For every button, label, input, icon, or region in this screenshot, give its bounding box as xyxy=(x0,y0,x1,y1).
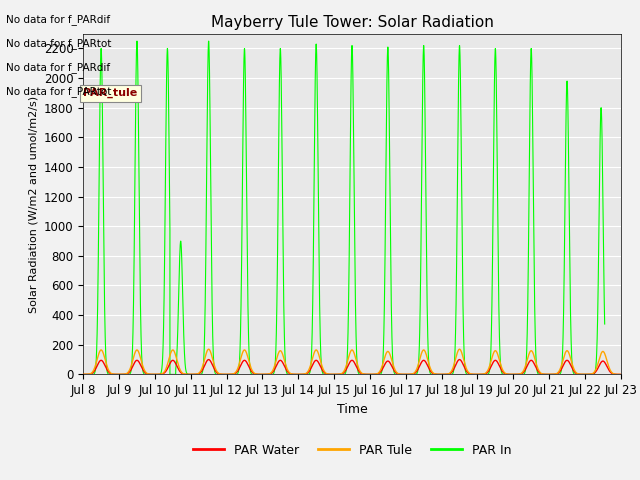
Title: Mayberry Tule Tower: Solar Radiation: Mayberry Tule Tower: Solar Radiation xyxy=(211,15,493,30)
Y-axis label: Solar Radiation (W/m2 and umol/m2/s): Solar Radiation (W/m2 and umol/m2/s) xyxy=(28,96,38,312)
Text: No data for f_PARdif: No data for f_PARdif xyxy=(6,62,111,73)
X-axis label: Time: Time xyxy=(337,403,367,416)
Text: PAR_tule: PAR_tule xyxy=(83,88,138,98)
Text: No data for f_PARdif: No data for f_PARdif xyxy=(6,14,111,25)
Legend: PAR Water, PAR Tule, PAR In: PAR Water, PAR Tule, PAR In xyxy=(188,439,516,462)
Text: No data for f_PARtot: No data for f_PARtot xyxy=(6,86,112,97)
Text: No data for f_PARtot: No data for f_PARtot xyxy=(6,38,112,49)
